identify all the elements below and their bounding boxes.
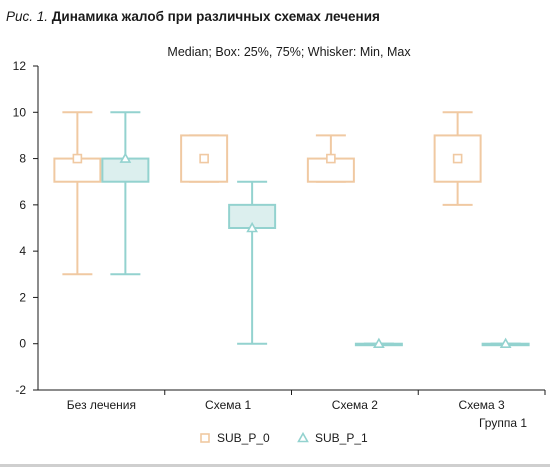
y-tick-label: 6	[19, 198, 26, 212]
median-marker	[326, 153, 336, 164]
median-marker	[499, 337, 512, 349]
median-marker	[452, 153, 463, 164]
median-marker	[119, 152, 132, 163]
chart-subtitle: Median; Box: 25%, 75%; Whisker: Min, Max	[167, 45, 411, 59]
y-tick-label: 8	[19, 152, 26, 166]
legend-marker-triangle	[297, 431, 309, 443]
y-tick-label: 2	[19, 290, 26, 304]
x-tick-label: Схема 2	[332, 398, 378, 412]
box-sub_p_0-1	[53, 111, 102, 276]
x-tick-label: Без лечения	[67, 398, 136, 412]
legend-label: SUB_P_1	[315, 431, 368, 445]
x-axis-label: Группа 1	[479, 416, 527, 430]
median-marker	[199, 153, 209, 164]
y-tick-label: 4	[19, 244, 26, 258]
x-tick-label: Схема 3	[459, 398, 505, 412]
box-body	[180, 134, 229, 183]
median-marker	[72, 153, 83, 164]
box-sub_p_0-4	[433, 111, 482, 206]
box-sub_p_0-2	[180, 134, 229, 183]
y-tick-label: 12	[13, 59, 27, 73]
legend-label: SUB_P_0	[217, 431, 270, 445]
figure-caption: Рис. 1. Динамика жалоб при различных схе…	[6, 9, 380, 24]
legend-marker-square	[200, 433, 210, 443]
box-sub_p_1-1	[101, 111, 150, 276]
box-sub_p_1-3	[354, 337, 403, 349]
median-marker	[373, 337, 385, 349]
median-marker	[246, 221, 258, 233]
box-sub_p_0-3	[306, 134, 355, 183]
y-tick-label: 0	[19, 337, 26, 351]
y-tick-label: -2	[15, 383, 26, 397]
y-tick-label: 10	[13, 105, 27, 119]
bottom-divider	[0, 464, 550, 467]
figure-number: Рис. 1.	[6, 9, 49, 24]
box-sub_p_1-4	[481, 337, 530, 349]
x-tick-label: Схема 1	[205, 398, 251, 412]
box-sub_p_1-2	[228, 180, 277, 345]
figure-title: Динамика жалоб при различных схемах лече…	[51, 9, 380, 24]
